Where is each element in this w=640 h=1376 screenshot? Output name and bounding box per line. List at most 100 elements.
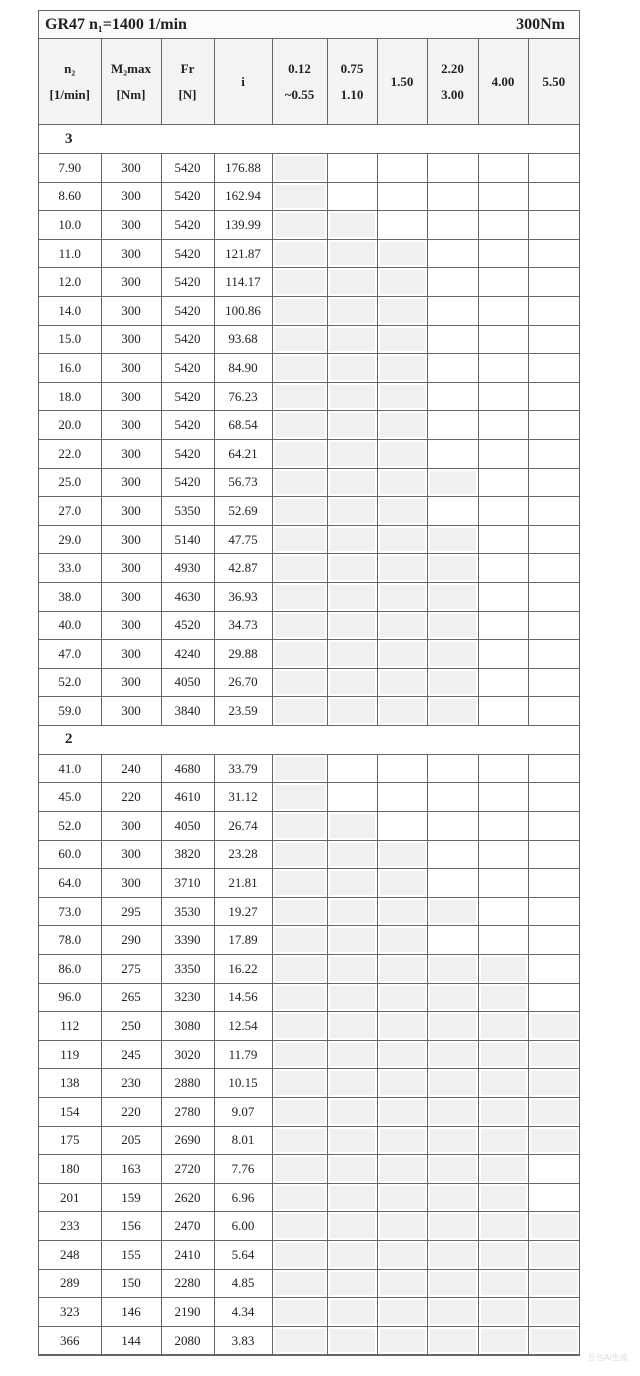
power-availability-cell <box>376 324 428 355</box>
power-availability-cell <box>477 581 529 612</box>
torque-cell: 240 <box>100 753 162 784</box>
power-availability-cell <box>426 1011 479 1041</box>
table-row: 59.0 300 3840 23.59 <box>39 696 579 726</box>
power-availability-cell <box>477 811 529 841</box>
power-availability-cell <box>426 954 479 984</box>
torque-cell: 250 <box>100 1011 162 1041</box>
ratio-cell: 29.88 <box>213 639 273 669</box>
ratio-cell: 84.90 <box>213 353 273 383</box>
radial-force-cell: 5420 <box>160 410 215 440</box>
column-header-line1: i <box>241 73 245 89</box>
torque-cell: 300 <box>100 210 162 240</box>
power-availability-cell <box>527 811 579 841</box>
power-availability-cell <box>477 639 529 669</box>
torque-cell: 300 <box>100 467 162 498</box>
output-speed-cell: 16.0 <box>39 353 102 383</box>
power-availability-cell <box>527 353 579 383</box>
power-availability-cell <box>271 954 328 984</box>
output-speed-cell: 33.0 <box>39 553 102 583</box>
power-availability-cell <box>527 181 579 212</box>
power-availability-cell <box>326 839 378 870</box>
radial-force-cell: 5420 <box>160 295 215 326</box>
power-availability-cell <box>271 1068 328 1098</box>
power-availability-cell <box>271 1154 328 1184</box>
power-availability-cell <box>477 753 529 784</box>
power-availability-cell <box>477 1297 529 1327</box>
torque-cell: 300 <box>100 153 162 183</box>
output-speed-cell: 22.0 <box>39 438 102 469</box>
power-availability-cell <box>271 438 328 469</box>
output-speed-cell: 20.0 <box>39 410 102 440</box>
power-availability-cell <box>527 1154 579 1184</box>
power-availability-cell <box>477 782 529 813</box>
table-row: 8.60 300 5420 162.94 <box>39 181 579 212</box>
power-availability-cell <box>326 295 378 326</box>
power-availability-cell <box>477 353 529 383</box>
power-availability-cell <box>326 381 378 412</box>
power-availability-cell <box>527 696 579 726</box>
power-availability-cell <box>426 839 479 870</box>
power-availability-cell <box>426 1182 479 1213</box>
power-availability-cell <box>271 896 328 927</box>
power-availability-cell <box>326 811 378 841</box>
radial-force-cell: 2280 <box>160 1268 215 1299</box>
power-availability-cell <box>527 1125 579 1156</box>
table-title-bar: GR47 n₁=1400 1/min 300Nm <box>39 11 579 39</box>
column-header-line1: Fr <box>180 60 195 76</box>
power-availability-cell <box>426 896 479 927</box>
power-availability-cell <box>426 153 479 183</box>
ratio-cell: 23.59 <box>213 696 273 726</box>
power-availability-cell <box>426 1239 479 1270</box>
power-availability-cell <box>271 1097 328 1127</box>
power-availability-cell <box>426 524 479 555</box>
radial-force-cell: 3530 <box>160 896 215 927</box>
table-row: 40.0 300 4520 34.73 <box>39 610 579 641</box>
torque-cell: 300 <box>100 496 162 526</box>
torque-cell: 300 <box>100 181 162 212</box>
power-availability-cell <box>376 1011 428 1041</box>
power-availability-cell <box>271 295 328 326</box>
radial-force-cell: 2080 <box>160 1325 215 1356</box>
power-availability-cell <box>477 553 529 583</box>
power-availability-cell <box>271 581 328 612</box>
power-availability-cell <box>376 1154 428 1184</box>
ratio-cell: 6.96 <box>213 1182 273 1213</box>
radial-force-cell: 5420 <box>160 324 215 355</box>
radial-force-cell: 4240 <box>160 639 215 669</box>
radial-force-cell: 3840 <box>160 696 215 726</box>
power-availability-cell <box>527 581 579 612</box>
radial-force-cell: 4680 <box>160 753 215 784</box>
power-availability-cell <box>527 153 579 183</box>
output-speed-cell: 154 <box>39 1097 102 1127</box>
stage-group-row: 3 <box>39 124 579 154</box>
power-availability-cell <box>376 1125 428 1156</box>
power-availability-cell <box>426 295 479 326</box>
output-speed-cell: 45.0 <box>39 782 102 813</box>
power-availability-cell <box>271 496 328 526</box>
table-row: 45.0 220 4610 31.12 <box>39 782 579 813</box>
power-availability-cell <box>477 153 529 183</box>
power-availability-cell <box>527 553 579 583</box>
power-availability-cell <box>477 381 529 412</box>
column-header: 5.50 <box>527 39 579 125</box>
torque-cell: 300 <box>100 438 162 469</box>
power-availability-cell <box>527 381 579 412</box>
power-availability-cell <box>527 1239 579 1270</box>
power-availability-cell <box>326 639 378 669</box>
output-speed-cell: 59.0 <box>39 696 102 726</box>
output-speed-cell: 52.0 <box>39 811 102 841</box>
power-availability-cell <box>426 982 479 1013</box>
table-row: 52.0 300 4050 26.74 <box>39 811 579 841</box>
output-speed-cell: 248 <box>39 1239 102 1270</box>
table-row: 323 146 2190 4.34 <box>39 1297 579 1327</box>
power-availability-cell <box>376 610 428 641</box>
table-row: 38.0 300 4630 36.93 <box>39 581 579 612</box>
power-availability-cell <box>376 438 428 469</box>
power-availability-cell <box>271 524 328 555</box>
gear-motor-table: GR47 n₁=1400 1/min 300Nm n₂ [1/min] M₂max [… <box>38 10 580 1357</box>
power-availability-cell <box>376 181 428 212</box>
power-availability-cell <box>477 267 529 297</box>
power-availability-cell <box>426 1211 479 1241</box>
ratio-cell: 64.21 <box>213 438 273 469</box>
power-availability-cell <box>326 324 378 355</box>
